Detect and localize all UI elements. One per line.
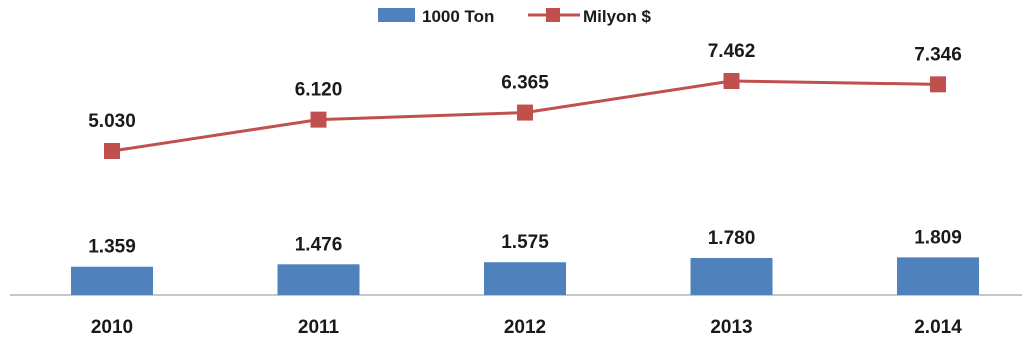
bar-label-2013: 1.780 [708, 228, 756, 249]
line-point-2010 [104, 143, 120, 159]
legend-marker-milyon [546, 8, 560, 22]
bar-2.014 [897, 257, 979, 295]
x-tick-2.014: 2.014 [914, 317, 962, 338]
bar-2012 [484, 262, 566, 295]
bar-2013 [690, 257, 773, 295]
x-tick-2013: 2013 [710, 317, 752, 338]
line-data-labels: 5.030 6.120 6.365 7.462 7.346 [88, 41, 962, 132]
x-tick-2012: 2012 [504, 317, 546, 338]
x-axis-tick-labels: 2010 2011 2012 2013 2.014 [91, 317, 962, 338]
bar-label-2.014: 1.809 [914, 227, 962, 248]
bar-label-2012: 1.575 [501, 232, 549, 253]
line-series-milyon [104, 73, 946, 159]
legend-swatch-1000-ton [378, 8, 415, 22]
bar-label-2011: 1.476 [295, 234, 343, 255]
bar-label-2010: 1.359 [88, 237, 136, 258]
line-label-2011: 6.120 [295, 80, 343, 101]
x-tick-2010: 2010 [91, 317, 133, 338]
bar-data-labels: 1.359 1.476 1.575 1.780 1.809 [88, 227, 962, 257]
line-point-2011 [310, 111, 327, 128]
bar-2011 [277, 264, 360, 295]
line-label-2013: 7.462 [708, 41, 756, 62]
line-point-2013 [723, 73, 740, 90]
x-tick-2011: 2011 [298, 317, 340, 338]
chart-legend: 1000 Ton Milyon $ [378, 7, 652, 26]
legend-label-1000-ton: 1000 Ton [422, 7, 494, 26]
line-label-2012: 6.365 [501, 73, 549, 94]
legend-label-milyon: Milyon $ [583, 7, 652, 26]
line-label-2010: 5.030 [88, 111, 136, 132]
line-label-2.014: 7.346 [914, 44, 962, 65]
bar-2010 [71, 266, 153, 295]
line-point-2012 [517, 104, 533, 121]
line-point-2.014 [930, 76, 946, 93]
bar-series-1000-ton [71, 257, 979, 295]
